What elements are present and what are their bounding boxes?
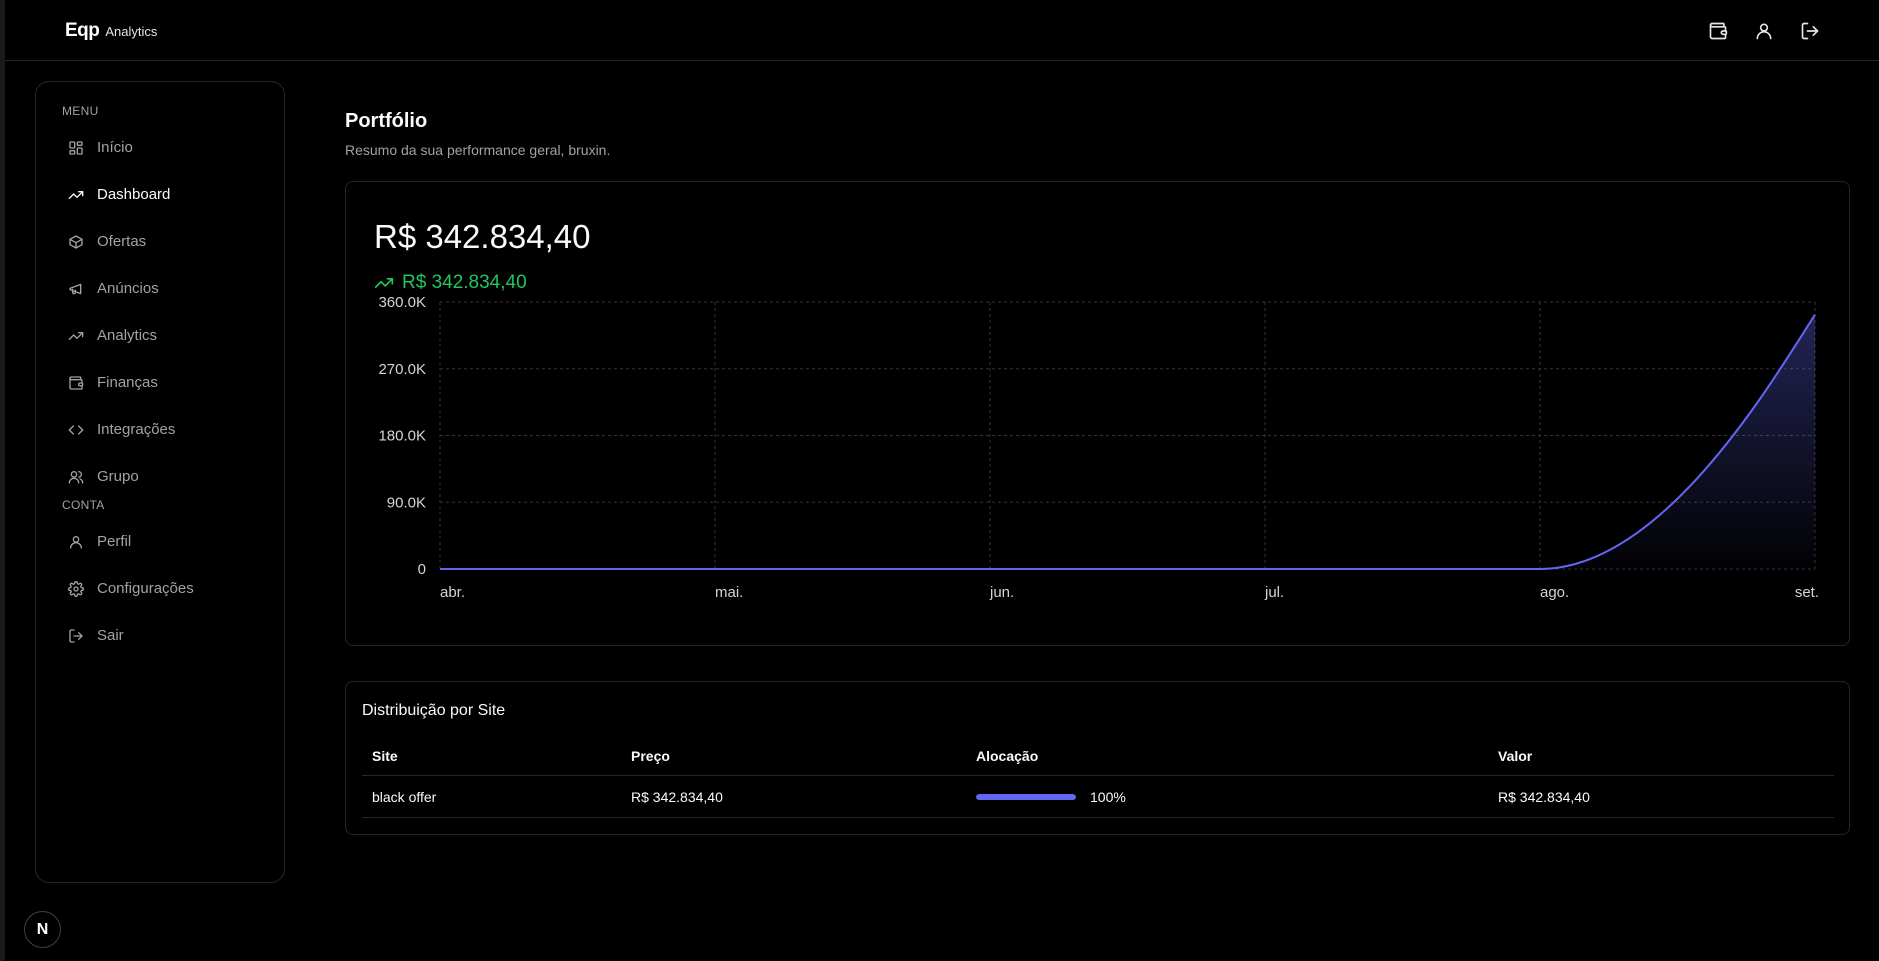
sidebar-item-label: Analytics [97,327,158,344]
trending-up-icon [68,331,84,340]
x-tick-label: abr. [440,584,465,601]
y-tick-label: 0 [418,561,426,578]
user-icon[interactable] [1752,19,1776,43]
y-tick-label: 360.0K [378,294,426,311]
top-actions [1706,19,1822,43]
distribution-table: Site Preço Alocação Valor black offer R$… [362,736,1834,818]
users-icon [68,470,84,484]
trending-up-icon [68,190,84,199]
x-tick-label: mai. [715,584,743,601]
sidebar-item-sair[interactable]: Sair [36,612,284,659]
sidebar-item-dashboard[interactable]: Dashboard [36,171,284,218]
cell-price: R$ 342.834,40 [631,788,723,805]
nextjs-badge[interactable]: N [24,911,61,948]
portfolio-total: R$ 342.834,40 [374,218,591,255]
portfolio-change: R$ 342.834,40 [374,272,527,294]
sidebar: MENU Início Dashboard Ofertas Anúncios A… [35,81,285,883]
sidebar-item-inicio[interactable]: Início [36,124,284,171]
allocation-bar [976,793,1076,800]
sidebar-item-label: Início [97,139,133,156]
table-row[interactable]: black offer R$ 342.834,40 100% R$ 342.83… [362,776,1834,818]
sidebar-item-label: Finanças [97,374,158,391]
y-tick-label: 180.0K [378,428,426,445]
sidebar-item-financas[interactable]: Finanças [36,359,284,406]
sidebar-item-label: Grupo [97,468,139,485]
distribution-title: Distribuição por Site [362,702,506,719]
grid-icon [69,140,83,155]
header-allocation: Alocação [976,747,1039,764]
sidebar-item-label: Dashboard [97,186,171,203]
page-title: Portfólio [345,110,428,132]
account-section-label: CONTA [62,498,105,512]
trending-up-icon [374,278,394,288]
sidebar-item-configuracoes[interactable]: Configurações [36,565,284,612]
series-line [440,314,1816,570]
portfolio-change-value: R$ 342.834,40 [402,272,527,293]
y-tick-label: 90.0K [387,494,426,511]
logout-icon [69,628,83,643]
x-tick-label: ago. [1540,584,1569,601]
logout-icon[interactable] [1798,19,1822,43]
header-price: Preço [631,747,670,764]
sidebar-item-grupo[interactable]: Grupo [36,453,284,500]
x-tick-label: jul. [1264,584,1284,601]
brand-logo[interactable]: Eqp Analytics [65,20,157,42]
wallet-icon [69,375,84,390]
allocation-bar-fill [976,793,1076,800]
brand-name: Eqp [65,20,100,41]
header-site: Site [372,747,398,764]
table-header: Site Preço Alocação Valor [362,736,1834,776]
series-area [440,314,1815,569]
sidebar-item-label: Perfil [97,533,132,550]
megaphone-icon [69,283,82,294]
cell-value: R$ 342.834,40 [1498,788,1590,805]
portfolio-card: 0 90.0K 180.0K 270.0K 360.0K abr. mai. jun. jul.… [345,181,1850,646]
code-icon [68,424,84,435]
sidebar-item-label: Anúncios [97,280,159,297]
box-icon [69,234,83,249]
user-icon [70,535,82,549]
sidebar-item-label: Sair [97,627,124,644]
wallet-icon[interactable] [1706,19,1730,43]
allocation-percent: 100% [1090,788,1126,805]
sidebar-item-analytics[interactable]: Analytics [36,312,284,359]
cell-site: black offer [372,788,437,805]
gear-icon [68,580,84,597]
sidebar-item-label: Integrações [97,421,176,438]
x-tick-label: jun. [989,584,1014,601]
window-edge [0,0,5,961]
portfolio-chart: 0 90.0K 180.0K 270.0K 360.0K abr. mai. jun. jul.… [378,294,1819,601]
menu-section-label: MENU [62,104,99,118]
distribution-card: Distribuição por Site Site Preço Alocaçã… [345,681,1850,835]
page-subtitle: Resumo da sua performance geral, bruxin. [345,142,611,158]
x-tick-label: set. [1795,584,1819,601]
sidebar-item-perfil[interactable]: Perfil [36,518,284,565]
sidebar-item-integracoes[interactable]: Integrações [36,406,284,453]
brand-subtitle: Analytics [105,24,158,39]
sidebar-item-ofertas[interactable]: Ofertas [36,218,284,265]
sidebar-item-label: Configurações [97,580,194,597]
sidebar-item-label: Ofertas [97,233,147,250]
sidebar-item-anuncios[interactable]: Anúncios [36,265,284,312]
y-tick-label: 270.0K [378,361,426,378]
header-value: Valor [1498,747,1533,764]
top-bar: Eqp Analytics [5,0,1879,61]
cell-allocation: 100% [966,789,1488,805]
